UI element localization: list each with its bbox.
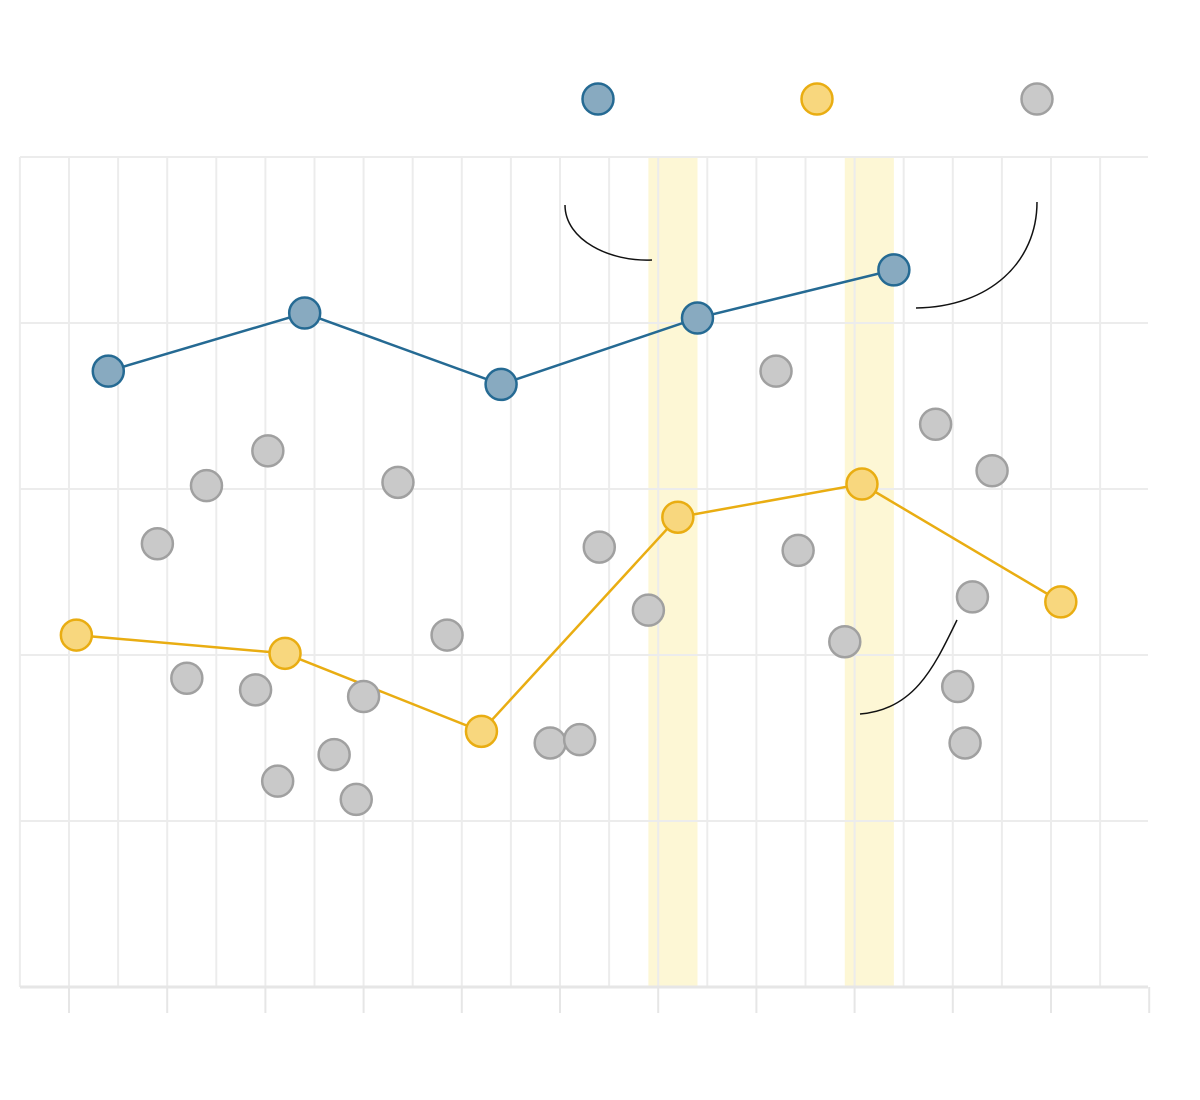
point-grey (582, 530, 617, 564)
point-grey (631, 593, 666, 627)
point-grey (140, 527, 175, 561)
point-grey (940, 669, 975, 704)
point-grey (948, 726, 982, 760)
point-blue (877, 253, 911, 287)
point-yellow (268, 636, 302, 671)
point-grey (759, 354, 793, 388)
point-blue (680, 301, 715, 335)
series-lines (76, 268, 1062, 733)
point-yellow (59, 618, 94, 652)
annotation-connector (859, 619, 958, 715)
legend (581, 82, 1054, 116)
point-yellow (845, 467, 879, 501)
point-grey (317, 737, 351, 772)
point-grey (430, 618, 464, 652)
point-grey (781, 533, 815, 568)
legend-marker-grey (1020, 82, 1054, 116)
point-blue (484, 367, 518, 402)
x-axis-ticks (68, 987, 1151, 1013)
grid (18, 156, 1148, 989)
point-blue (287, 296, 322, 330)
point-grey (918, 407, 953, 442)
point-grey (381, 465, 415, 500)
data-points (59, 253, 1078, 817)
point-grey (238, 673, 273, 707)
legend-marker-blue (581, 82, 615, 116)
point-grey (339, 782, 373, 817)
point-grey (260, 764, 295, 798)
annotation-connector (915, 201, 1038, 309)
point-grey (955, 580, 990, 614)
point-yellow (661, 500, 695, 534)
highlight-bands (648, 157, 894, 987)
annotation-connector (564, 204, 653, 261)
annotations (564, 201, 1038, 715)
point-grey (562, 722, 597, 757)
point-grey (189, 468, 224, 503)
highlight-band (648, 157, 698, 987)
point-grey (251, 434, 285, 468)
point-grey (533, 726, 567, 760)
highlight-band (844, 157, 894, 987)
point-blue (91, 354, 126, 388)
point-grey (170, 661, 204, 695)
legend-marker-yellow (800, 82, 834, 116)
point-grey (975, 453, 1009, 488)
point-yellow (1044, 585, 1078, 619)
point-grey (828, 624, 862, 659)
point-yellow (464, 714, 499, 749)
point-grey (346, 679, 381, 714)
series-line-yellow (76, 482, 1062, 733)
